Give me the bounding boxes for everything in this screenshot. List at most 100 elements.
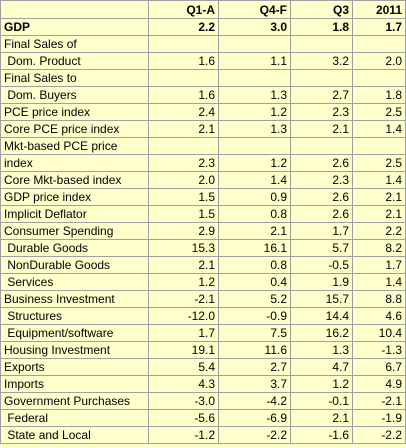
value-cell: 3.7 <box>218 375 291 393</box>
value-cell: 1.3 <box>218 120 291 138</box>
corner-cell <box>0 0 149 19</box>
empty-cell <box>290 137 353 155</box>
empty-cell <box>148 35 219 53</box>
value-cell: 16.1 <box>218 239 291 257</box>
row-label: Durable Goods <box>0 239 149 257</box>
value-cell: 1.3 <box>218 86 291 104</box>
table-header: Q1-A Q4-F Q3 2011 <box>0 0 406 19</box>
table-row: index 2.3 1.2 2.6 2.5 <box>0 154 406 172</box>
table-row: State and Local -1.2 -2.2 -1.6 -2.2 <box>0 426 406 444</box>
value-cell: 14.4 <box>290 307 353 325</box>
value-cell: 2.7 <box>218 358 291 376</box>
row-label: Final Sales of <box>0 35 149 53</box>
value-cell: 1.7 <box>352 256 406 274</box>
row-label: Dom. Product <box>0 52 149 70</box>
row-label: Services <box>0 273 149 291</box>
value-cell: 2.1 <box>148 120 219 138</box>
value-cell: 1.5 <box>148 205 219 223</box>
value-cell: 5.4 <box>148 358 219 376</box>
value-cell: 6.7 <box>352 358 406 376</box>
value-cell: 1.4 <box>352 273 406 291</box>
row-label: GDP <box>0 18 149 36</box>
value-cell: -6.9 <box>218 409 291 427</box>
value-cell: 1.4 <box>352 171 406 189</box>
empty-cell <box>352 69 406 87</box>
value-cell: 1.6 <box>148 86 219 104</box>
value-cell: -2.2 <box>352 426 406 444</box>
value-cell: 7.5 <box>218 324 291 342</box>
value-cell: 2.2 <box>352 222 406 240</box>
row-label: Exports <box>0 358 149 376</box>
row-label: Government Purchases <box>0 392 149 410</box>
table-row: Dom. Product 1.6 1.1 3.2 2.0 <box>0 52 406 70</box>
value-cell: 2.1 <box>290 409 353 427</box>
value-cell: 2.6 <box>290 154 353 172</box>
table-row: Dom. Buyers 1.6 1.3 2.7 1.8 <box>0 86 406 104</box>
value-cell: 4.9 <box>352 375 406 393</box>
table-body: GDP 2.2 3.0 1.8 1.7 Final Sales of Dom. Produ… <box>0 18 406 444</box>
empty-cell <box>352 35 406 53</box>
table-row: Mkt-based PCE price <box>0 137 406 155</box>
row-label: Dom. Buyers <box>0 86 149 104</box>
table-row: PCE price index 2.4 1.2 2.3 2.5 <box>0 103 406 121</box>
value-cell: 11.6 <box>218 341 291 359</box>
empty-cell <box>218 35 291 53</box>
value-cell: 0.4 <box>218 273 291 291</box>
table-row: Government Purchases -3.0 -4.2 -0.1 -2.1 <box>0 392 406 410</box>
value-cell: -2.1 <box>352 392 406 410</box>
column-header: Q4-F <box>218 0 291 19</box>
row-label: Consumer Spending <box>0 222 149 240</box>
row-label: Core Mkt-based index <box>0 171 149 189</box>
table-row: Implicit Deflator 1.5 0.8 2.6 2.1 <box>0 205 406 223</box>
value-cell: 1.9 <box>290 273 353 291</box>
table-row: Core Mkt-based index 2.0 1.4 2.3 1.4 <box>0 171 406 189</box>
value-cell: 2.5 <box>352 103 406 121</box>
value-cell: 8.2 <box>352 239 406 257</box>
value-cell: 1.2 <box>148 273 219 291</box>
value-cell: 1.8 <box>290 18 353 36</box>
value-cell: 2.4 <box>148 103 219 121</box>
value-cell: -2.1 <box>148 290 219 308</box>
row-label: Core PCE price index <box>0 120 149 138</box>
row-label: Housing Investment <box>0 341 149 359</box>
value-cell: 8.8 <box>352 290 406 308</box>
value-cell: -1.3 <box>352 341 406 359</box>
row-label: State and Local <box>0 426 149 444</box>
value-cell: 0.8 <box>218 205 291 223</box>
table-row: Consumer Spending 2.9 2.1 1.7 2.2 <box>0 222 406 240</box>
table-row: Final Sales to <box>0 69 406 87</box>
value-cell: 2.2 <box>148 18 219 36</box>
value-cell: -0.5 <box>290 256 353 274</box>
row-label: GDP price index <box>0 188 149 206</box>
value-cell: 4.3 <box>148 375 219 393</box>
value-cell: -0.1 <box>290 392 353 410</box>
value-cell: 5.7 <box>290 239 353 257</box>
value-cell: 1.2 <box>218 154 291 172</box>
value-cell: 1.4 <box>352 120 406 138</box>
value-cell: -4.2 <box>218 392 291 410</box>
table-row: Structures -12.0 -0.9 14.4 4.6 <box>0 307 406 325</box>
empty-cell <box>148 137 219 155</box>
value-cell: 2.1 <box>352 205 406 223</box>
value-cell: -2.2 <box>218 426 291 444</box>
table-row: Final Sales of <box>0 35 406 53</box>
value-cell: 0.8 <box>218 256 291 274</box>
value-cell: 1.2 <box>218 103 291 121</box>
table-row: GDP price index 1.5 0.9 2.6 2.1 <box>0 188 406 206</box>
value-cell: 2.0 <box>352 52 406 70</box>
value-cell: 1.8 <box>352 86 406 104</box>
value-cell: -0.9 <box>218 307 291 325</box>
table-row: Equipment/software 1.7 7.5 16.2 10.4 <box>0 324 406 342</box>
row-label: Structures <box>0 307 149 325</box>
value-cell: 10.4 <box>352 324 406 342</box>
value-cell: 1.6 <box>148 52 219 70</box>
value-cell: 5.2 <box>218 290 291 308</box>
empty-cell <box>148 69 219 87</box>
value-cell: 1.4 <box>218 171 291 189</box>
value-cell: -5.6 <box>148 409 219 427</box>
table-row: Housing Investment 19.1 11.6 1.3 -1.3 <box>0 341 406 359</box>
value-cell: 1.5 <box>148 188 219 206</box>
row-label: index <box>0 154 149 172</box>
